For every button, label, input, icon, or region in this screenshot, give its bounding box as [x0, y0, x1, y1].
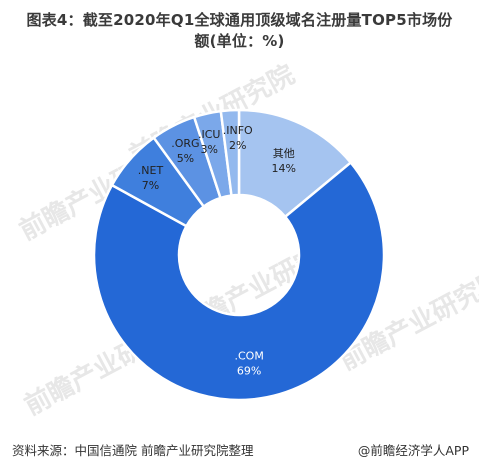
slice-category-label: 其他 [273, 147, 295, 160]
brand-credit: @前瞻经济学人APP [357, 443, 469, 458]
chart-title-line-2: 额(单位：%) [194, 32, 285, 50]
donut-slice-1 [92, 160, 386, 402]
source-note: 资料来源：中国信通院 前瞻产业研究院整理 [12, 443, 254, 458]
slice-category-label: .INFO [223, 124, 253, 137]
slice-category-label: .ICU [198, 128, 220, 141]
donut-slice-5 [219, 108, 241, 197]
slice-category-label: .NET [138, 164, 164, 177]
slice-value-label: 69% [237, 365, 261, 378]
chart-title: 图表4：截至2020年Q1全球通用顶级域名注册量TOP5市场份 额(单位：%) [0, 10, 479, 52]
slice-value-label: 7% [142, 179, 159, 192]
slice-value-label: 3% [201, 143, 218, 156]
slice-category-label: .COM [234, 350, 263, 363]
slice-value-label: 2% [229, 139, 246, 152]
chart-title-line-1: 图表4：截至2020年Q1全球通用顶级域名注册量TOP5市场份 [26, 11, 453, 29]
slice-category-label: .ORG [171, 137, 199, 150]
slice-value-label: 14% [271, 162, 295, 175]
slice-value-label: 5% [177, 152, 194, 165]
